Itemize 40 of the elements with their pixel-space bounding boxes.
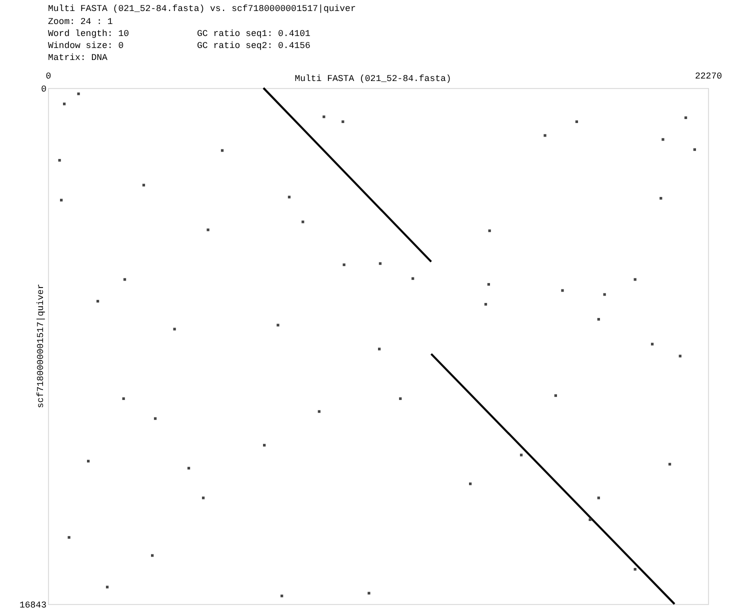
- point: [678, 354, 682, 358]
- point: [318, 410, 320, 413]
- point: [662, 138, 664, 141]
- x-tick-label: 22270: [694, 72, 722, 82]
- point: [588, 518, 592, 521]
- point: [520, 454, 523, 456]
- point: [378, 262, 382, 265]
- point: [603, 293, 606, 296]
- point: [368, 592, 370, 595]
- point: [206, 228, 210, 232]
- point: [544, 134, 546, 137]
- point: [62, 102, 66, 106]
- point: [378, 348, 381, 350]
- text: GC ratio seq1: 0.4101: [197, 29, 310, 39]
- point: [634, 278, 636, 281]
- point: [220, 149, 224, 152]
- text: Matrix: DNA: [48, 53, 108, 63]
- point: [123, 278, 126, 281]
- point: [342, 263, 346, 266]
- point: [77, 92, 80, 96]
- point: [150, 554, 154, 557]
- text: Window size: 0: [48, 41, 124, 51]
- x-axis-title: Multi FASTA (021_52-84.fasta): [294, 74, 452, 84]
- point: [280, 594, 284, 598]
- chart-title: Multi FASTA (021_52-84.fasta) vs. scf7180000001517|quiver: [48, 4, 356, 14]
- point: [173, 328, 176, 330]
- point: [106, 586, 109, 588]
- point: [154, 417, 157, 420]
- point: [288, 196, 291, 198]
- point: [561, 289, 564, 292]
- text: Zoom: 24 : 1: [48, 17, 113, 27]
- text: GC ratio seq2: 0.4156: [197, 41, 310, 51]
- point: [122, 397, 125, 400]
- text: Word length: 10: [48, 29, 130, 39]
- y-axis-title: scf7180000001517|quiver: [36, 284, 46, 408]
- point: [276, 324, 280, 326]
- y-tick-label: 16843: [19, 600, 46, 610]
- point: [58, 158, 61, 162]
- point: [68, 536, 70, 539]
- point: [412, 277, 414, 280]
